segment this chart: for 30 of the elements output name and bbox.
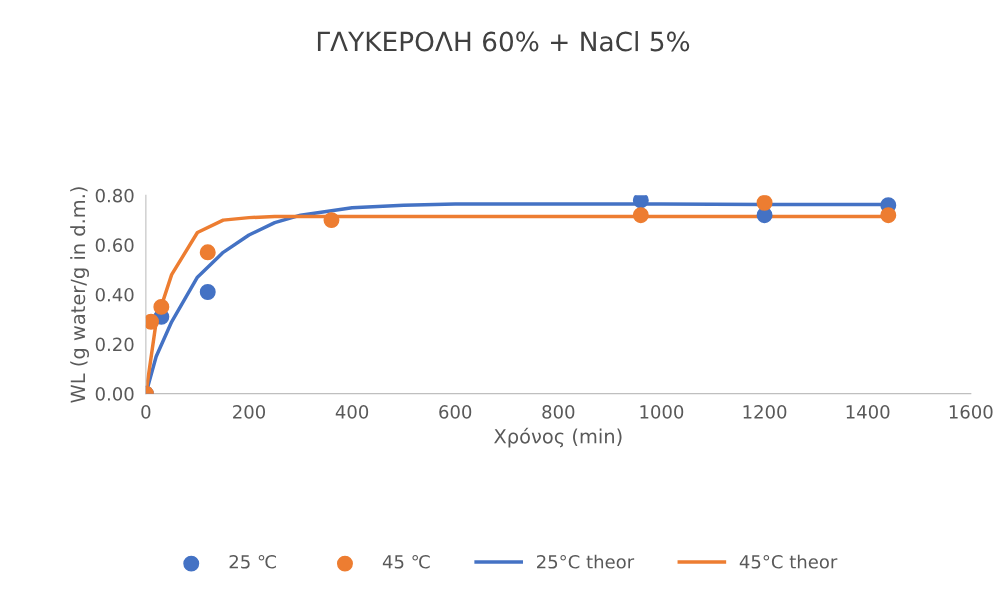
y-tick-label: 0.00	[95, 387, 134, 401]
legend-label: 25°C theor	[537, 554, 635, 569]
x-tick-label: 600	[439, 405, 472, 419]
y-tick-label: 0.40	[95, 287, 134, 302]
point	[199, 284, 216, 300]
point	[145, 313, 160, 330]
point	[632, 195, 649, 209]
chart-title: ΓΛΥΚΕΡΟΛΗ 60% + NaCl 5%	[317, 31, 690, 52]
legend-label: 45°C theor	[739, 554, 838, 569]
y-axis-title: WL (g water/g in d.m.)	[70, 187, 89, 403]
x-tick-label: 200	[233, 405, 266, 419]
x-axis-title: Χρόνος (min)	[494, 427, 622, 448]
point	[153, 298, 170, 315]
x-tick-label: 0	[141, 405, 151, 419]
x-tick-label: 400	[335, 405, 369, 419]
x-tick-label: 800	[542, 405, 575, 419]
x-tick-label: 1600	[949, 405, 993, 419]
y-tick-label: 0.80	[95, 188, 134, 203]
legend-label: 45 ℃	[382, 554, 430, 569]
y-tick-label: 0.60	[95, 238, 134, 253]
point	[632, 207, 649, 224]
legend-label: 25 ℃	[229, 554, 276, 569]
x-tick-label: 1000	[640, 405, 684, 419]
point	[199, 244, 216, 261]
point	[323, 212, 340, 229]
y-tick-label: 0.20	[95, 337, 134, 352]
x-tick-label: 1400	[846, 405, 890, 419]
x-tick-label: 1200	[743, 405, 787, 419]
point	[756, 195, 773, 211]
point	[880, 207, 897, 224]
